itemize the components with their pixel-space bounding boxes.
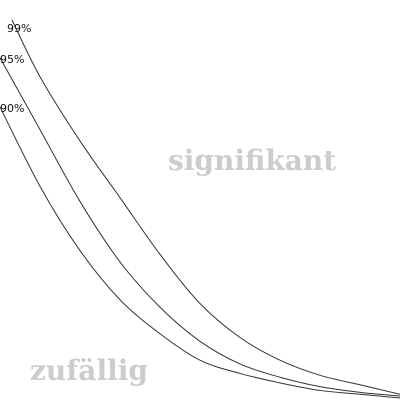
curve-label-95pct: 95% [0,53,24,66]
confidence-curve-95pct [0,57,400,397]
curve-group [0,19,400,399]
confidence-curve-99pct [11,19,400,395]
curve-label-99pct: 99% [7,22,31,35]
significant-region-label: signifikant [168,144,336,177]
random-region-label: zufällig [30,354,148,387]
curve-label-90pct: 90% [0,102,24,115]
confidence-curve-90pct [0,106,400,399]
curve-label-group: 99% 95% 90% [0,22,31,115]
